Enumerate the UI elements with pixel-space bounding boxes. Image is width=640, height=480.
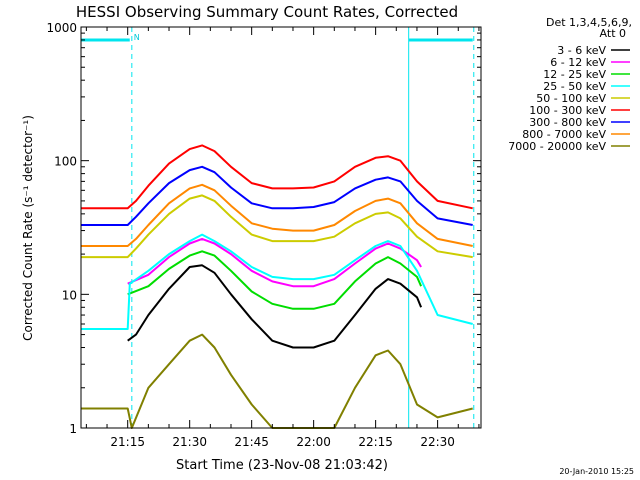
y-tick-label-3: 1000: [46, 21, 77, 35]
series-line-0: [127, 264, 423, 349]
legend-label-4: 50 - 100 keV: [536, 92, 606, 105]
y-tick-label-1: 10: [62, 288, 77, 302]
legend-label-6: 300 - 800 keV: [529, 116, 606, 129]
legend-label-7: 800 - 7000 keV: [522, 128, 606, 141]
footer-timestamp: 20-Jan-2010 15:25: [559, 467, 634, 476]
plot-area: N 1 10 100 1000 21:15 21:30 21:45 22:00 22:15 22:3…: [46, 21, 482, 449]
y-axis-label: Corrected Count Rate (s⁻¹ detector⁻¹): [21, 115, 35, 341]
legend-label-8: 7000 - 20000 keV: [508, 140, 606, 153]
y-tick-label-0: 1: [69, 422, 77, 436]
series-line-5: [81, 144, 473, 210]
legend-header-line-2: Att 0: [600, 27, 626, 40]
legend-label-3: 25 - 50 keV: [543, 80, 606, 93]
x-tick-label-3: 22:00: [296, 435, 331, 449]
series-line-3: [81, 233, 473, 330]
legend-label-1: 6 - 12 keV: [550, 56, 606, 69]
series-line-6: [81, 165, 473, 226]
x-tick-label-4: 22:15: [358, 435, 393, 449]
axes-frame: [80, 26, 482, 429]
series-line-4: [81, 194, 473, 259]
series-line-1: [127, 237, 422, 288]
legend-header-line-1: Det 1,3,4,5,6,9,: [546, 16, 632, 29]
chart-title: HESSI Observing Summary Count Rates, Cor…: [76, 3, 458, 21]
series-line-8: [81, 333, 473, 429]
series-line-7: [81, 183, 473, 247]
x-tick-label-5: 22:30: [420, 435, 455, 449]
y-tick-label-2: 100: [54, 155, 77, 169]
legend-label-5: 100 - 300 keV: [529, 104, 606, 117]
x-tick-label-1: 21:30: [172, 435, 207, 449]
x-axis-label: Start Time (23-Nov-08 21:03:42): [176, 458, 388, 473]
x-tick-label-0: 21:15: [110, 435, 145, 449]
series-line-2: [127, 250, 423, 310]
x-tick-label-2: 21:45: [234, 435, 269, 449]
annotation-0: N: [134, 33, 140, 42]
legend-label-2: 12 - 25 keV: [543, 68, 606, 81]
legend-label-0: 3 - 6 keV: [557, 44, 606, 57]
